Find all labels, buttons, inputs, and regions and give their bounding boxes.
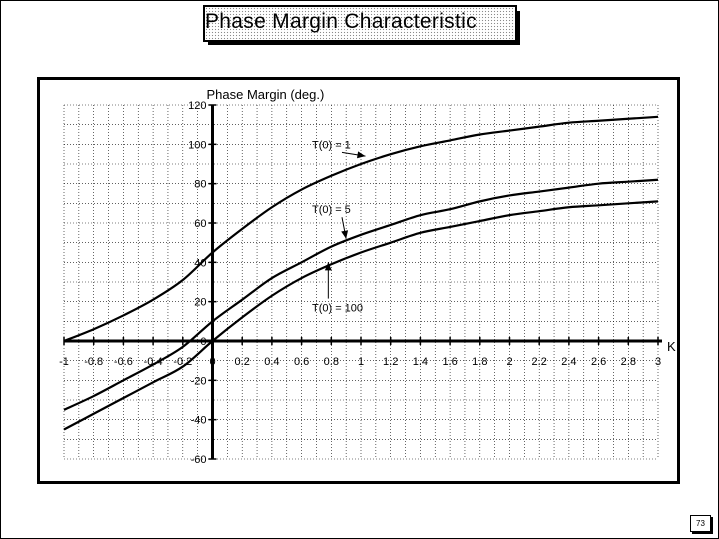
x-tick-label: 1.4 [413,356,428,368]
y-tick-label: 100 [188,139,206,151]
annotation-arrow-head [356,151,366,159]
x-tick-label: 0.6 [294,356,309,368]
title-box: Phase Margin Characteristic [203,5,517,42]
plot-frame [37,77,680,484]
x-tick-label: -0.8 [84,356,103,368]
y-tick-label: -40 [191,415,207,427]
y-tick-label: 80 [194,179,206,191]
page-number: 73 [690,515,711,532]
x-tick-label: 2.6 [591,356,606,368]
x-tick-label: 2.4 [561,356,576,368]
y-axis-label: Phase Margin (deg.) [207,87,325,102]
x-axis-label: K [667,339,676,354]
x-tick-label: 2.2 [532,356,547,368]
x-tick-label: -0.2 [173,356,192,368]
x-tick-label: -1 [59,356,69,368]
annotation-arrow-head [324,262,332,271]
page-title: Phase Margin Characteristic [205,10,477,33]
annotation-arrow-head [341,230,349,239]
x-tick-label: 0.8 [324,356,339,368]
x-tick-label: 0 [209,356,215,368]
x-tick-label: 0.2 [235,356,250,368]
x-tick-label: -0.4 [144,356,163,368]
x-tick-label: 2 [506,356,512,368]
y-tick-label: 0 [200,336,206,348]
x-tick-label: -0.6 [114,356,133,368]
series-annotation: T(0) = 1 [312,139,351,151]
x-tick-label: 0.4 [264,356,279,368]
x-tick-label: 1.6 [442,356,457,368]
x-tick-label: 1 [358,356,364,368]
y-tick-label: 60 [194,218,206,230]
y-tick-label: 120 [188,100,206,112]
x-tick-label: 1.8 [472,356,487,368]
series-line-t0-1 [63,115,659,343]
series-annotation: T(0) = 5 [312,204,351,216]
y-tick-label: -60 [191,454,207,466]
y-tick-label: 20 [194,297,206,309]
grid [63,104,659,460]
x-tick-label: 1.2 [383,356,398,368]
x-tick-label: 3 [655,356,661,368]
x-tick-label: 2.8 [621,356,636,368]
series-line-t0-5 [63,178,659,411]
series-annotation: T(0) = 100 [312,303,363,315]
y-tick-label: -20 [191,375,207,387]
series-line-t0-100 [63,200,659,431]
